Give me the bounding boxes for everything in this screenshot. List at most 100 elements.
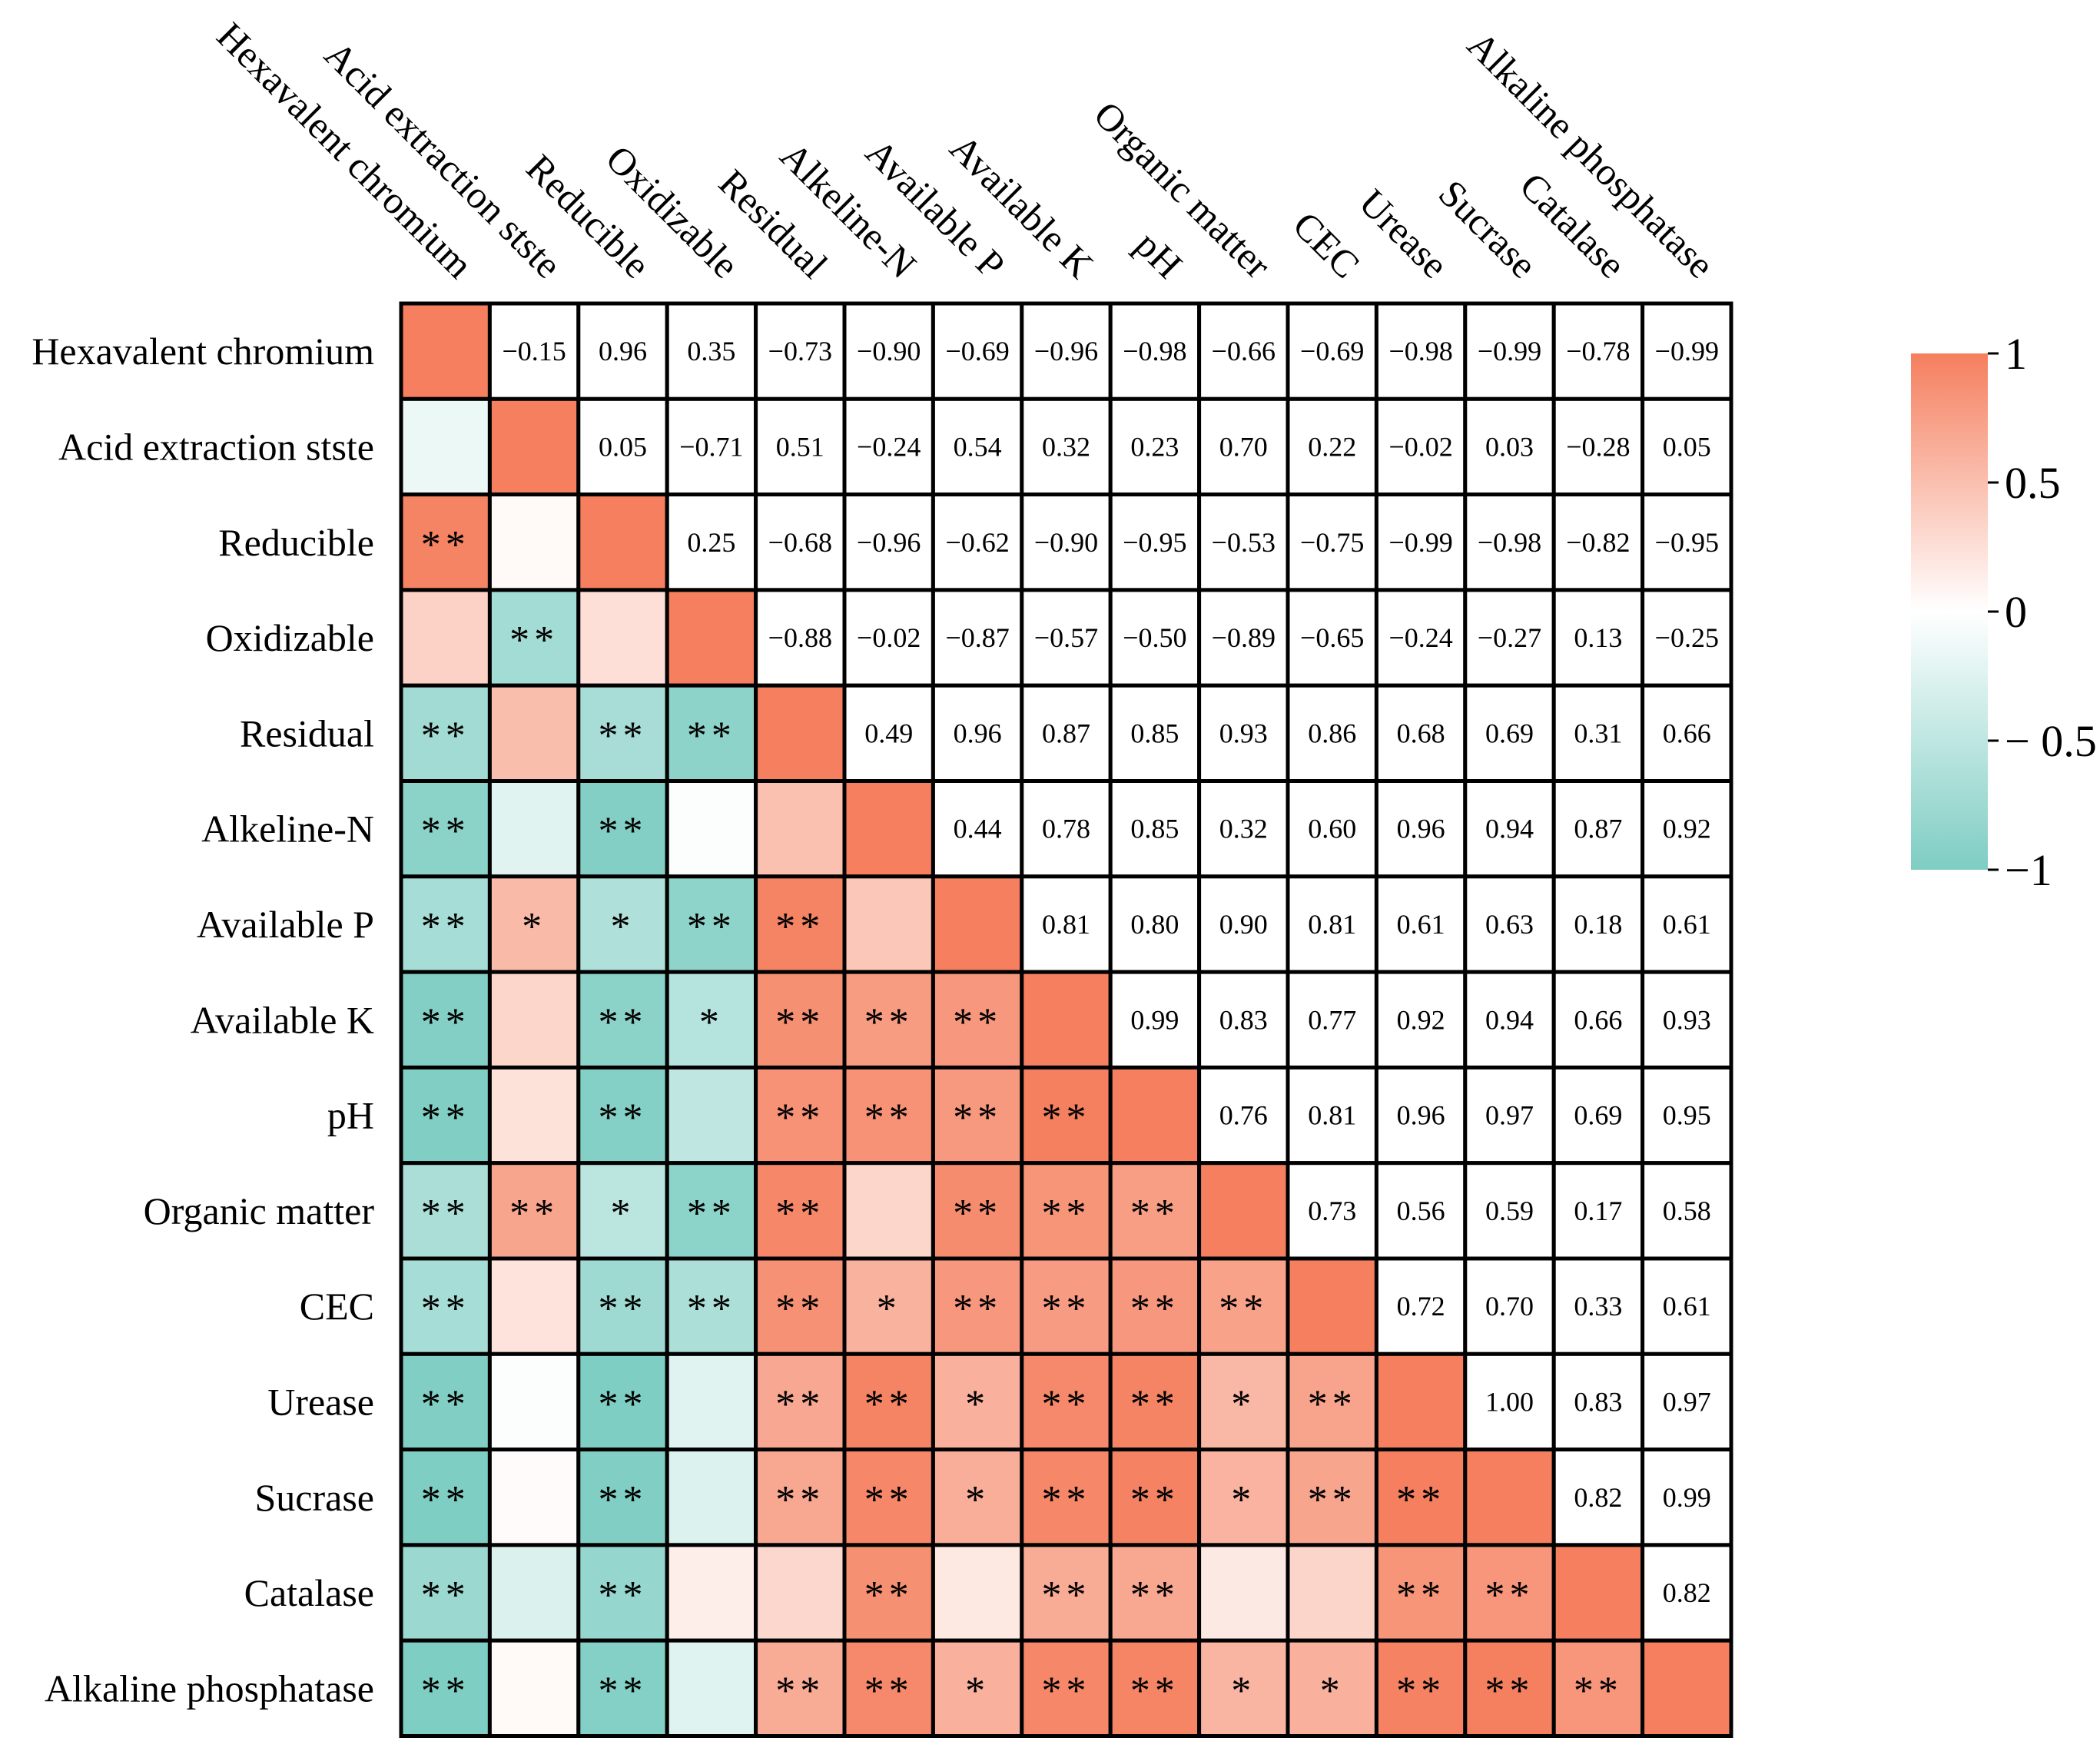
upper-cell (1286, 874, 1378, 974)
significance-mark: ** (1485, 1669, 1534, 1713)
row-label: Residual (240, 711, 374, 754)
lower-cell (754, 1256, 847, 1356)
lower-cell (1020, 1161, 1113, 1261)
significance-mark: ** (599, 1669, 648, 1713)
correlation-value-label: 0.92 (1663, 814, 1711, 844)
significance-mark: ** (1130, 1669, 1179, 1713)
correlation-value-label: −0.99 (1655, 336, 1719, 366)
diagonal-cell (931, 874, 1024, 974)
significance-mark: * (965, 1478, 990, 1522)
significance-mark: ** (599, 1096, 648, 1140)
lower-cell (842, 1256, 935, 1356)
lower-cell (487, 1351, 581, 1452)
significance-mark: ** (687, 1192, 736, 1235)
significance-mark: ** (1308, 1382, 1357, 1426)
upper-cell (1463, 1351, 1556, 1452)
correlation-value-label: 0.82 (1663, 1577, 1711, 1608)
correlation-value-label: 0.22 (1308, 431, 1356, 462)
lower-cell (399, 1065, 492, 1166)
significance-mark: ** (1042, 1192, 1091, 1235)
upper-cell (1108, 970, 1202, 1070)
lower-cell (487, 492, 581, 592)
significance-mark: ** (864, 1382, 914, 1426)
correlation-value-label: 0.76 (1219, 1100, 1268, 1131)
correlation-value-label: 0.77 (1308, 1004, 1356, 1035)
correlation-value-label: 0.81 (1308, 1100, 1356, 1131)
colorbar-gradient (1911, 353, 1988, 870)
upper-cell (1286, 588, 1378, 688)
upper-cell (1551, 1161, 1645, 1261)
upper-cell (1641, 301, 1733, 401)
row-label: Oxidizable (206, 616, 374, 659)
correlation-value-label: 0.61 (1663, 909, 1711, 940)
lower-cell (754, 1543, 847, 1643)
correlation-value-label: 0.63 (1485, 909, 1534, 940)
lower-cell (931, 1161, 1024, 1261)
correlation-value-label: −0.68 (768, 527, 832, 558)
lower-cell (576, 1256, 669, 1356)
lower-cell (842, 1161, 935, 1261)
upper-cell (1374, 779, 1468, 879)
significance-mark: ** (509, 1192, 559, 1235)
upper-cell (1286, 970, 1378, 1070)
significance-mark: * (611, 905, 635, 949)
significance-mark: ** (953, 1000, 1002, 1044)
row-label: Sucrase (255, 1476, 375, 1519)
upper-cell (1641, 396, 1733, 497)
correlation-value-label: 0.61 (1397, 909, 1445, 940)
row-label: Alkeline-N (201, 808, 374, 851)
correlation-value-label: 0.66 (1663, 718, 1711, 748)
correlation-value-label: 0.61 (1663, 1291, 1711, 1322)
significance-mark: ** (953, 1096, 1002, 1140)
lower-cell (576, 779, 669, 879)
significance-mark: ** (1130, 1574, 1179, 1617)
lower-cell (1020, 1065, 1113, 1166)
significance-mark: ** (421, 1192, 470, 1235)
correlation-value-label: 0.92 (1397, 1004, 1445, 1035)
correlation-value-label: −0.66 (1212, 336, 1276, 366)
significance-mark: ** (1219, 1287, 1268, 1331)
diagonal-cell (1020, 970, 1113, 1070)
correlation-value-label: 0.56 (1397, 1196, 1445, 1226)
significance-mark: ** (421, 1382, 470, 1426)
upper-cell (1108, 396, 1202, 497)
row-label: CEC (300, 1285, 374, 1328)
upper-cell (1463, 301, 1556, 401)
correlation-value-label: 0.94 (1485, 814, 1534, 844)
significance-mark: ** (1042, 1478, 1091, 1522)
upper-cell (1551, 1256, 1645, 1356)
correlation-value-label: −0.15 (502, 336, 566, 366)
significance-mark: ** (599, 1382, 648, 1426)
upper-cell (1286, 779, 1378, 879)
significance-mark: ** (421, 1000, 470, 1044)
upper-cell (1551, 874, 1645, 974)
correlation-value-label: 0.17 (1574, 1196, 1622, 1226)
significance-mark: ** (1396, 1574, 1445, 1617)
correlation-value-label: −0.69 (945, 336, 1009, 366)
upper-cell (1020, 874, 1113, 974)
significance-mark: ** (953, 1192, 1002, 1235)
correlation-value-label: −0.95 (1655, 527, 1719, 558)
significance-mark: ** (421, 905, 470, 949)
lower-cell (665, 1543, 758, 1643)
correlation-value-label: 0.72 (1397, 1291, 1445, 1322)
correlation-value-label: −0.90 (1034, 527, 1098, 558)
significance-mark: ** (421, 523, 470, 567)
lower-cell (576, 588, 669, 688)
upper-cell (1463, 874, 1556, 974)
significance-mark: ** (1130, 1287, 1179, 1331)
correlation-value-label: −0.90 (857, 336, 921, 366)
upper-cell (931, 301, 1024, 401)
correlation-value-label: 0.86 (1308, 718, 1356, 748)
correlation-value-label: 0.87 (1574, 814, 1622, 844)
upper-cell (1641, 970, 1733, 1070)
row-label: Reducible (218, 521, 374, 564)
upper-cell (1463, 779, 1556, 879)
lower-cell (931, 1351, 1024, 1452)
significance-mark: ** (599, 1574, 648, 1617)
correlation-value-label: 0.05 (1663, 431, 1711, 462)
lower-cell (487, 1161, 581, 1261)
correlation-value-label: 0.83 (1574, 1386, 1622, 1417)
correlation-value-label: 0.32 (1042, 431, 1090, 462)
correlation-value-label: −0.82 (1566, 527, 1630, 558)
